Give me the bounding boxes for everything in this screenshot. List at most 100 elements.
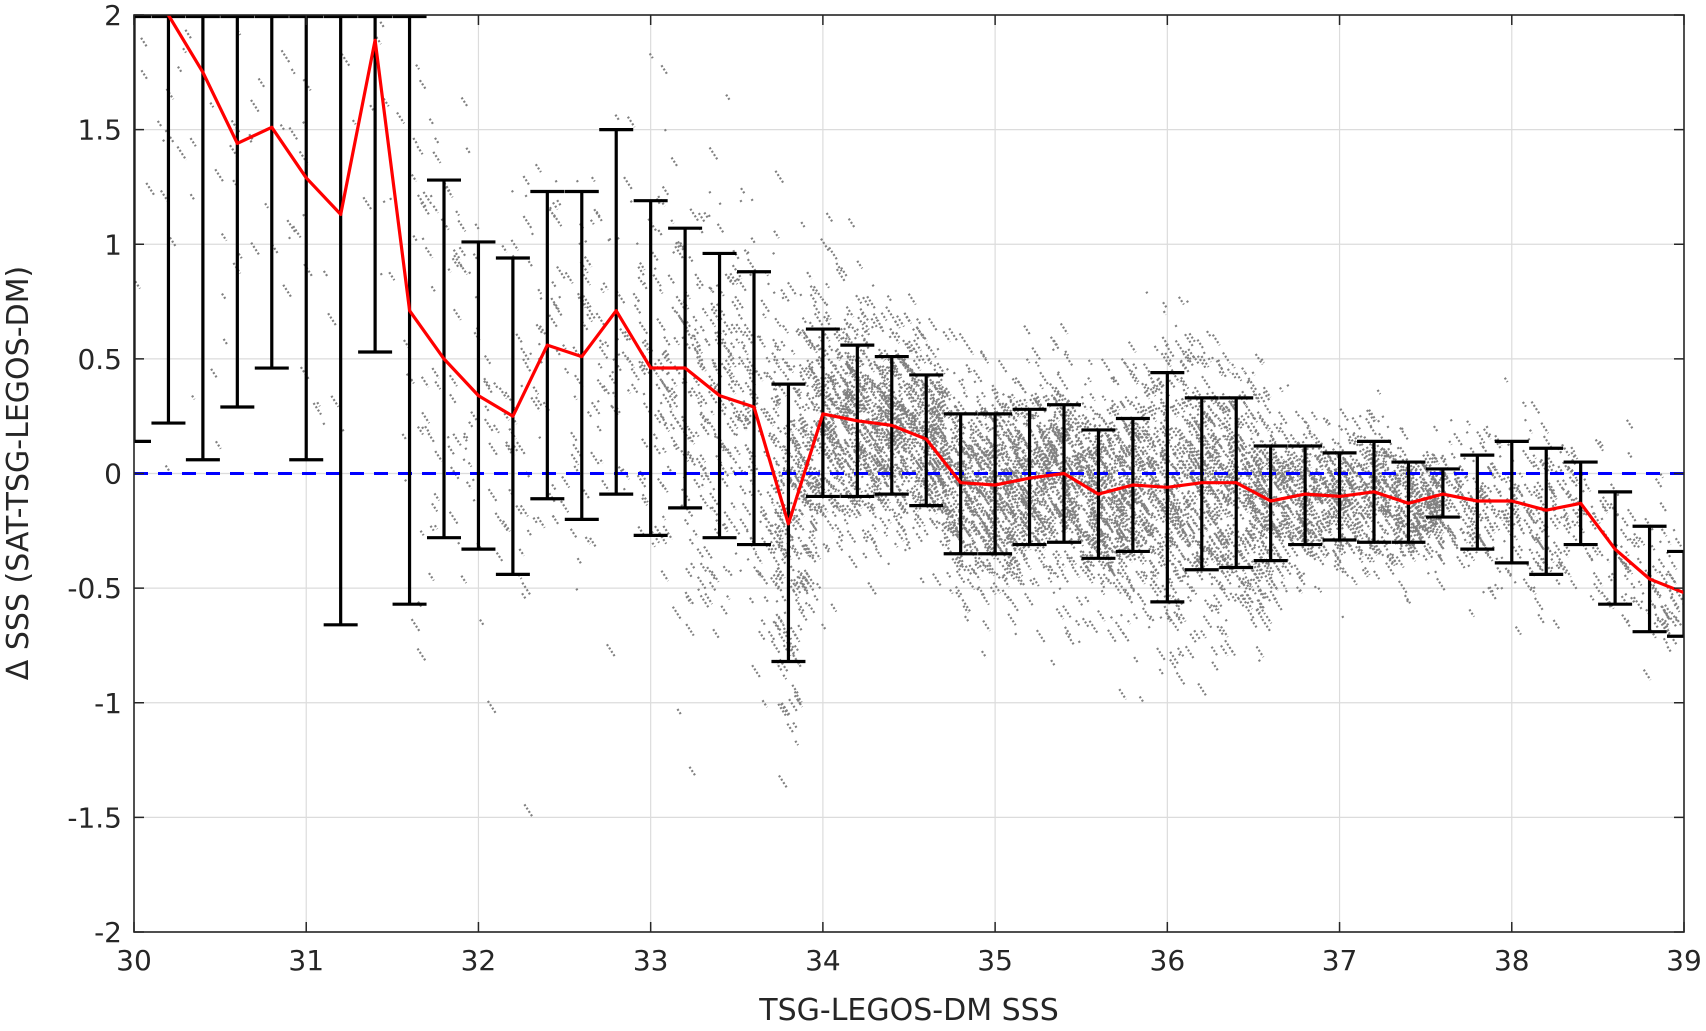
- scatter-point: [827, 427, 833, 434]
- scatter-point: [789, 437, 796, 445]
- scatter-point: [1128, 490, 1140, 506]
- scatter-point: [1347, 504, 1356, 516]
- scatter-point: [575, 179, 580, 184]
- scatter-point: [1137, 432, 1144, 440]
- scatter-point: [1368, 546, 1372, 550]
- scatter-point: [963, 490, 974, 505]
- scatter-point: [1427, 488, 1431, 493]
- scatter-point: [1009, 400, 1016, 408]
- scatter-point: [915, 532, 924, 544]
- scatter-point: [1188, 440, 1199, 454]
- scatter-point: [1227, 461, 1235, 471]
- scatter-point: [1370, 480, 1375, 486]
- scatter-point: [1192, 355, 1197, 361]
- scatter-point: [709, 287, 715, 294]
- scatter-point: [746, 357, 754, 368]
- scatter-point: [751, 664, 762, 679]
- scatter-point: [950, 436, 954, 440]
- scatter-point: [1146, 445, 1151, 451]
- scatter-point: [896, 500, 901, 506]
- scatter-point: [815, 383, 821, 389]
- scatter-point: [804, 366, 813, 378]
- scatter-point: [1208, 548, 1214, 556]
- scatter-point: [1380, 503, 1388, 514]
- scatter-point: [806, 464, 814, 475]
- scatter-point: [896, 485, 908, 500]
- scatter-point: [1252, 416, 1256, 420]
- scatter-point: [1036, 497, 1044, 507]
- scatter-point: [1119, 400, 1125, 407]
- scatter-point: [1022, 553, 1029, 561]
- scatter-point: [1561, 479, 1568, 487]
- scatter-point: [1207, 509, 1212, 514]
- scatter-point: [1318, 539, 1327, 551]
- scatter-point: [1219, 554, 1226, 563]
- scatter-point: [1245, 462, 1253, 472]
- scatter-point: [1351, 478, 1360, 490]
- scatter-point: [1368, 504, 1372, 509]
- scatter-point: [1411, 550, 1416, 555]
- scatter-point: [1331, 448, 1337, 454]
- scatter-point: [791, 546, 802, 561]
- scatter-point: [1218, 370, 1224, 377]
- scatter-point: [1479, 441, 1485, 449]
- scatter-point: [1670, 561, 1678, 570]
- scatter-point: [1207, 546, 1216, 558]
- scatter-point: [1056, 372, 1065, 384]
- scatter-point: [740, 340, 747, 349]
- scatter-point: [1007, 519, 1015, 529]
- scatter-point: [973, 528, 978, 534]
- scatter-point: [1568, 476, 1574, 483]
- scatter-point: [781, 529, 785, 533]
- scatter-point: [1251, 371, 1256, 377]
- scatter-point: [689, 208, 700, 223]
- scatter-point: [1121, 493, 1128, 501]
- scatter-point: [1176, 531, 1184, 541]
- scatter-point: [1330, 507, 1339, 519]
- scatter-point: [902, 380, 907, 386]
- scatter-point: [969, 466, 977, 476]
- scatter-point: [1260, 477, 1271, 492]
- scatter-point: [1068, 457, 1073, 463]
- scatter-point: [1352, 514, 1360, 524]
- scatter-point: [976, 452, 980, 456]
- scatter-point: [1384, 518, 1390, 524]
- scatter-point: [912, 456, 923, 471]
- scatter-point: [524, 194, 528, 199]
- scatter-point: [729, 376, 738, 387]
- scatter-point: [793, 516, 799, 524]
- scatter-point: [1187, 524, 1196, 535]
- scatter-point: [913, 413, 921, 424]
- scatter-point: [813, 312, 824, 327]
- scatter-point: [905, 543, 912, 552]
- scatter-point: [1450, 452, 1457, 460]
- scatter-point: [1498, 454, 1502, 459]
- scatter-point: [1408, 543, 1413, 549]
- scatter-point: [993, 415, 1004, 430]
- scatter-point: [724, 359, 732, 369]
- scatter-point: [1241, 454, 1252, 469]
- scatter-point: [1259, 589, 1268, 601]
- scatter-point: [981, 521, 992, 537]
- scatter-point: [1044, 394, 1051, 402]
- scatter-point: [1565, 546, 1571, 553]
- scatter-point: [1039, 371, 1050, 386]
- scatter-point: [793, 387, 802, 398]
- scatter-point: [615, 290, 626, 305]
- scatter-point: [803, 478, 810, 488]
- scatter-point: [821, 298, 828, 307]
- scatter-point: [954, 585, 963, 596]
- scatter-point: [1396, 466, 1402, 474]
- scatter-point: [1511, 509, 1522, 523]
- scatter-point: [1164, 505, 1175, 520]
- scatter-point: [1000, 443, 1009, 454]
- scatter-point: [1189, 442, 1194, 447]
- scatter-point: [861, 443, 868, 453]
- scatter-point: [1137, 436, 1142, 441]
- scatter-point: [1445, 506, 1451, 512]
- scatter-point: [552, 201, 559, 211]
- scatter-point: [978, 420, 983, 425]
- scatter-point: [1284, 460, 1296, 475]
- scatter-point: [851, 426, 855, 430]
- scatter-point: [886, 464, 897, 478]
